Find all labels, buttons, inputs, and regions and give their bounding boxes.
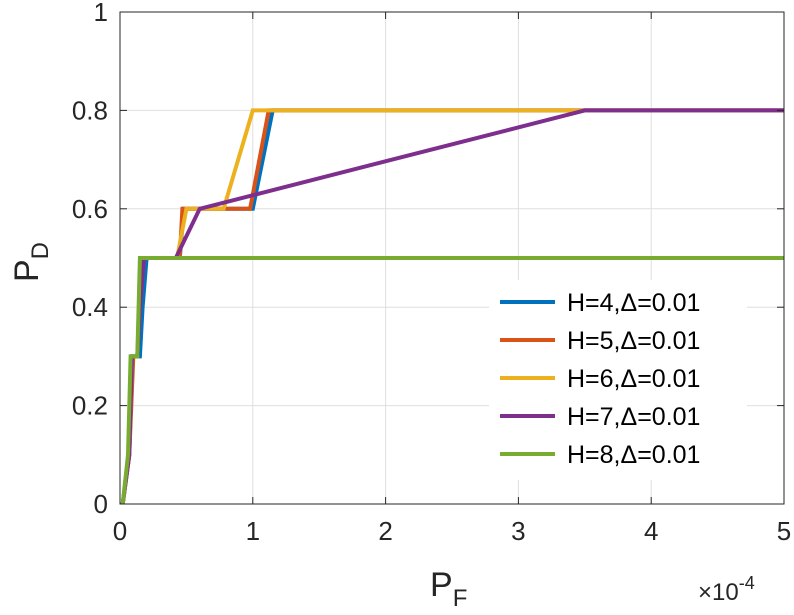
series-line-5 <box>120 256 784 505</box>
x-axis-label-main: P <box>430 566 453 604</box>
y-axis-label-sub: D <box>27 242 54 259</box>
y-tick-label: 1 <box>94 0 108 27</box>
legend-label-3: H=6,Δ=0.01 <box>567 365 700 393</box>
series-layer <box>120 108 784 505</box>
x-tick-label: 3 <box>511 516 525 546</box>
x-exponent-label: ×10-4 <box>698 573 755 606</box>
tick-labels: 0 1 2 3 4 5 0 0.2 0.4 0.6 0.8 1 <box>72 0 791 546</box>
x-tick-label: 4 <box>644 516 658 546</box>
legend-label-5: H=8,Δ=0.01 <box>567 441 700 469</box>
y-tick-label: 0.4 <box>72 292 108 322</box>
x-tick-label: 1 <box>246 516 260 546</box>
x-axis-label-sub: F <box>453 585 468 612</box>
y-tick-label: 0.2 <box>72 391 108 421</box>
x-tick-label: 2 <box>378 516 392 546</box>
legend: H=4,Δ=0.01 H=5,Δ=0.01 H=6,Δ=0.01 H=7,Δ=0.01… <box>489 280 747 480</box>
x-tick-label: 5 <box>777 516 791 546</box>
y-tick-label: 0.8 <box>72 95 108 125</box>
legend-label-2: H=5,Δ=0.01 <box>567 327 700 355</box>
x-tick-label: 0 <box>113 516 127 546</box>
legend-label-1: H=4,Δ=0.01 <box>567 289 700 317</box>
y-axis-label-main: P <box>8 259 46 282</box>
legend-label-4: H=7,Δ=0.01 <box>567 403 700 431</box>
x-exponent-power: -4 <box>739 573 755 593</box>
y-axis-label: PD <box>8 242 54 282</box>
x-exponent-base: ×10 <box>698 579 739 606</box>
plot-frame <box>119 11 785 505</box>
y-tick-label: 0.6 <box>72 194 108 224</box>
x-axis-label: PF <box>430 566 467 612</box>
ticks <box>119 11 785 505</box>
y-tick-label: 0 <box>94 489 108 519</box>
